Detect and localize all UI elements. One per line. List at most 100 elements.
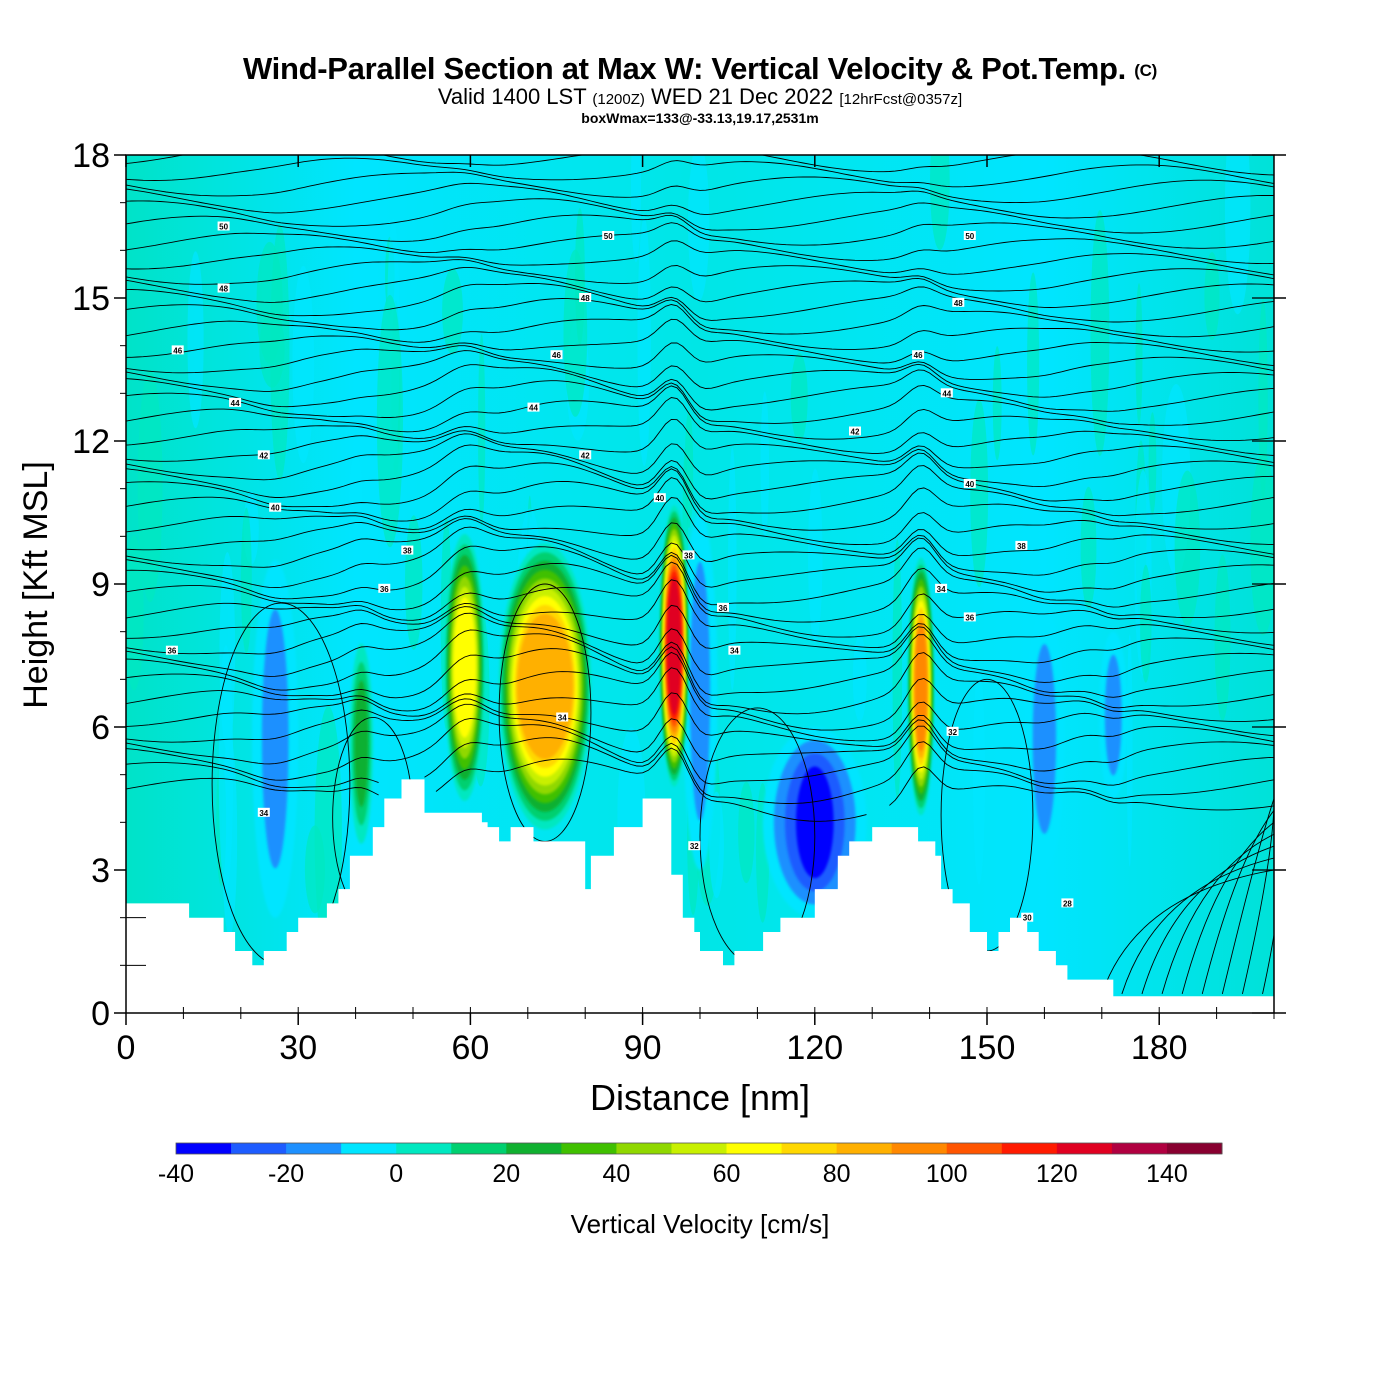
weak-motion-streak (688, 155, 710, 302)
theta-label: 50 (602, 231, 615, 241)
theta-isentrope (126, 182, 1274, 219)
theta-label: 46 (912, 350, 925, 360)
theta-isentrope (126, 350, 1274, 398)
weak-motion-streak (1224, 155, 1251, 315)
colorbar-swatch (561, 1143, 617, 1154)
theta-label: 32 (946, 726, 959, 737)
theta-isentrope (126, 651, 1274, 731)
colorbar-tick-label: 140 (1146, 1160, 1188, 1188)
theta-isentrope (126, 198, 1274, 234)
theta-label-text: 42 (259, 451, 268, 460)
theta-isentrope (126, 259, 1274, 292)
theta-isentrope (126, 646, 1274, 715)
x-tick-label: 30 (279, 1029, 317, 1067)
colorbar-swatch (1111, 1143, 1168, 1154)
theta-isentrope (126, 518, 1274, 576)
theta-isentrope (126, 433, 1274, 488)
theta-label: 48 (217, 283, 230, 294)
theta-label-text: 34 (259, 809, 268, 818)
colorbar-swatch (836, 1143, 893, 1154)
theta-isentrope (126, 545, 1274, 608)
theta-label: 42 (579, 450, 592, 460)
theta-isentrope (126, 604, 1274, 664)
theta-label: 48 (579, 293, 592, 303)
theta-label-bg (550, 350, 563, 360)
theta-label-text: 42 (581, 451, 590, 460)
x-tick-label: 0 (117, 1029, 136, 1067)
weak-motion-streak (709, 791, 724, 899)
x-tick-label: 60 (451, 1029, 489, 1067)
theta-isentrope-low (1181, 821, 1274, 995)
theta-label-bg (682, 550, 695, 560)
weak-motion-streak (973, 666, 985, 885)
theta-label: 44 (229, 397, 242, 408)
theta-label-text: 30 (1023, 914, 1032, 923)
theta-label-text: 40 (655, 494, 664, 503)
theta-isentrope (126, 380, 1274, 426)
colorbar-tick-label: 40 (603, 1160, 631, 1188)
theta-label: 32 (688, 841, 701, 851)
theta-label: 42 (849, 426, 861, 437)
weak-motion-streak (219, 552, 236, 752)
theta-label-text: 36 (965, 613, 974, 622)
theta-label-bg (717, 602, 729, 612)
colorbar-swatch (1166, 1143, 1223, 1154)
colorbar-swatch (671, 1143, 728, 1154)
theta-label: 40 (963, 478, 976, 489)
weak-motion-streak (892, 539, 903, 799)
theta-label-text: 42 (851, 428, 860, 437)
colorbar-swatch (1001, 1143, 1058, 1154)
theta-label-bg (217, 221, 230, 231)
theta-label-text: 36 (719, 604, 728, 613)
updraft-contour (517, 613, 574, 760)
theta-label-bg (946, 726, 959, 736)
weak-motion-streak (630, 155, 642, 263)
colorbar-tick-label: 60 (713, 1160, 741, 1188)
weak-motion-streak (1027, 272, 1040, 456)
theta-isentrope-low (1121, 857, 1274, 995)
theta-label-bg (912, 350, 925, 360)
theta-label-text: 38 (403, 547, 412, 556)
colorbar-tick-label: 80 (823, 1160, 851, 1188)
theta-label-bg (849, 426, 861, 436)
theta-isentrope (126, 298, 1274, 338)
theta-label: 50 (963, 231, 976, 241)
updraft-contour (667, 577, 682, 715)
theta-label: 40 (269, 502, 282, 513)
theta-label-text: 50 (604, 232, 613, 241)
weak-motion-streak (304, 825, 325, 914)
theta-label-text: 36 (380, 585, 389, 594)
theta-label-text: 46 (552, 351, 561, 360)
theta-label-bg (257, 450, 270, 460)
weak-motion-streak (1090, 210, 1110, 456)
theta-label: 48 (952, 297, 965, 308)
theta-label: 50 (217, 221, 230, 232)
theta-label: 40 (653, 493, 666, 503)
title-block: Wind-Parallel Section at Max W: Vertical… (0, 52, 1400, 126)
y-tick-label: 15 (72, 280, 110, 318)
weak-motion-streak (187, 251, 204, 429)
theta-isentrope (126, 385, 1274, 442)
theta-label-bg (1015, 540, 1028, 550)
colorbar-swatch (891, 1143, 948, 1154)
theta-label: 34 (935, 583, 948, 594)
theta-label: 42 (257, 450, 270, 460)
theta-isentrope (126, 364, 1274, 412)
colorbar-tick-label: 120 (1036, 1160, 1078, 1188)
weak-motion-streak (1135, 282, 1143, 425)
theta-label-text: 28 (1063, 899, 1072, 908)
theta-label-bg (963, 478, 976, 488)
updraft-contour (914, 621, 928, 752)
theta-label-bg (935, 583, 948, 593)
colorbar: -40 -20 0 20 40 60 80 100 120 140 (158, 1142, 1223, 1188)
theta-isentrope (126, 692, 1274, 750)
theta-label-bg (579, 293, 592, 302)
weak-motion-streak (1174, 470, 1201, 627)
weak-motion-streak (970, 399, 989, 587)
theta-label-bg (728, 645, 741, 655)
theta-label-text: 48 (219, 285, 228, 294)
theta-isentrope (126, 703, 1274, 772)
theta-isentrope (126, 579, 1274, 649)
weak-motion-streak (1126, 634, 1133, 867)
